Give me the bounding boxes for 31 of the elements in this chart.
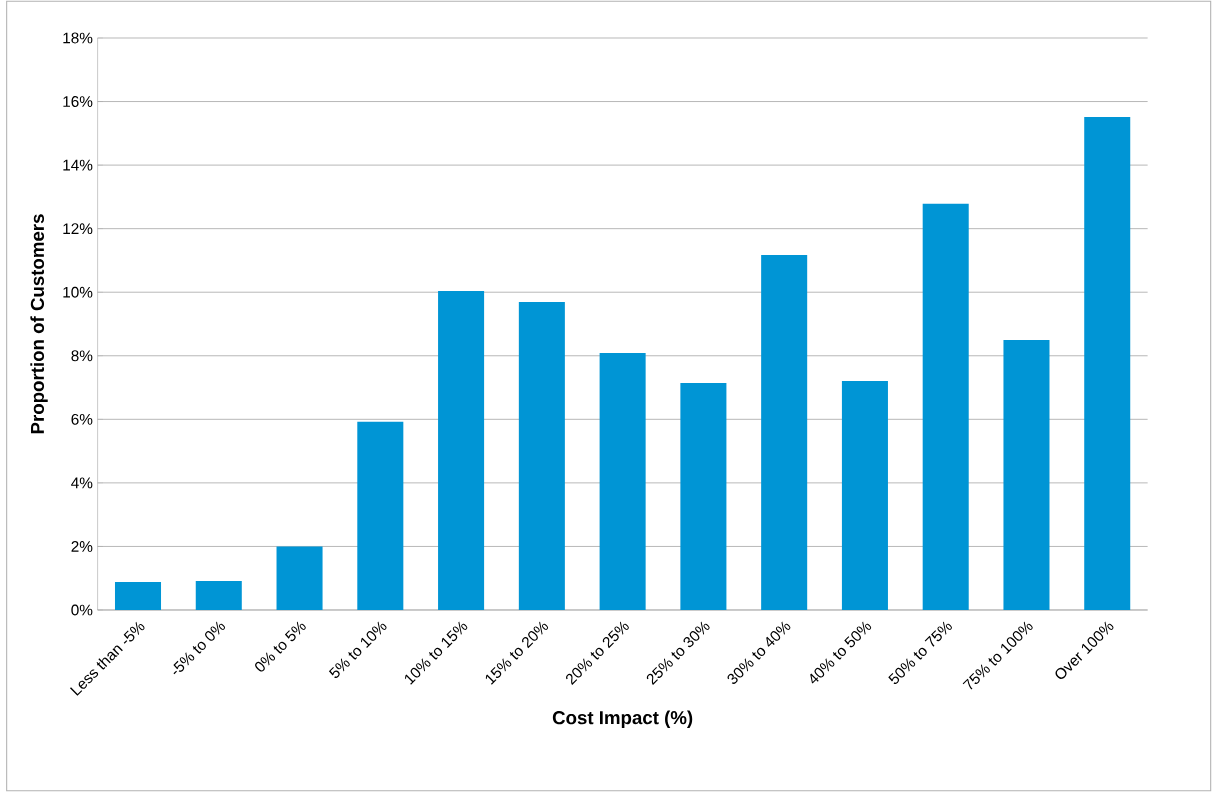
y-tick-label: 2% <box>71 541 93 552</box>
bar <box>438 290 485 610</box>
bar <box>114 582 162 610</box>
bar <box>841 380 888 610</box>
y-tick-label: 8% <box>71 350 93 362</box>
y-tick-label: 0% <box>71 604 93 616</box>
y-tick-label: 18% <box>63 32 93 44</box>
y-tick-label: 6% <box>71 413 93 425</box>
x-tick-label: 40% to 50% <box>810 621 872 684</box>
x-tick-label: -5% to 0% <box>173 621 225 675</box>
bar <box>922 203 969 610</box>
x-tick-label: 50% to 75% <box>888 621 952 684</box>
y-tick-label: 12% <box>63 223 93 235</box>
y-tick-label: 4% <box>71 477 93 489</box>
y-tick-label: 14% <box>63 159 93 171</box>
y-axis-title: Proportion of Customers <box>30 214 48 434</box>
bar <box>1003 339 1050 610</box>
y-tick-label: 16% <box>63 96 93 107</box>
bar <box>761 255 808 610</box>
x-tick-label: 5% to 10% <box>328 621 387 678</box>
y-tick-label: 10% <box>63 286 93 298</box>
x-axis-title: Cost Impact (%) <box>552 710 693 728</box>
bar <box>276 546 323 610</box>
bar <box>518 302 565 610</box>
bar <box>599 352 646 610</box>
x-tick-label: 30% to 40% <box>727 621 791 684</box>
bar <box>680 383 727 610</box>
bar <box>357 421 404 610</box>
bar <box>195 581 242 610</box>
bar <box>1084 117 1131 610</box>
x-tick-label: 0% to 5% <box>255 621 306 672</box>
